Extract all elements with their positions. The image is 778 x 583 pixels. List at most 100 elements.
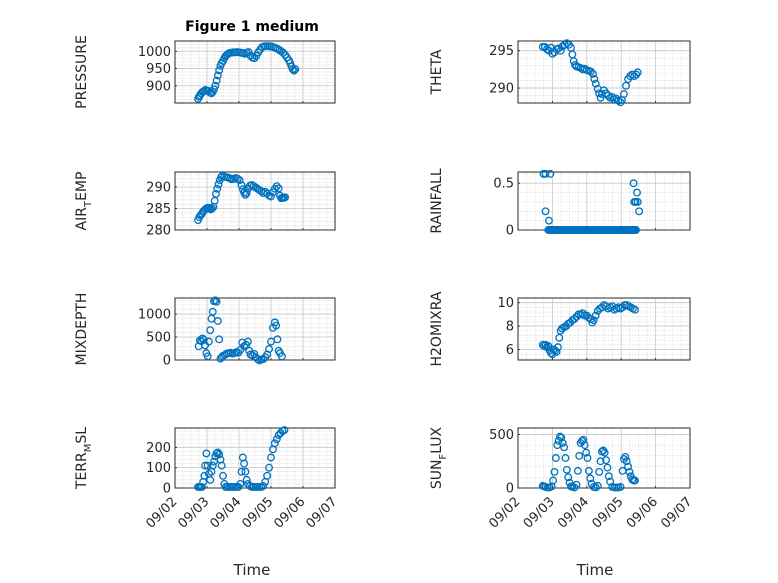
data-point [237, 467, 246, 476]
data-point [265, 345, 274, 353]
data-point [219, 471, 227, 480]
data-point [267, 192, 275, 201]
y-axis-label-main: PRESSURE [74, 35, 90, 109]
data-point [560, 443, 569, 452]
y-tick-label: 0 [163, 482, 171, 497]
x-tick-label: 09/03 [521, 494, 558, 531]
y-axis-label-subscript: M [83, 444, 94, 453]
data-point [263, 471, 272, 480]
data-point [280, 426, 289, 434]
y-axis-label: AIRTEMP [74, 172, 94, 231]
x-tick-label: 09/04 [207, 494, 244, 531]
data-point [591, 311, 600, 320]
y-tick-label: 950 [146, 62, 171, 77]
data-point [235, 176, 244, 185]
data-point [625, 467, 634, 476]
axes-border [517, 297, 691, 361]
y-axis-label-tail: LUX [429, 426, 445, 453]
data-point [272, 321, 281, 330]
y-axis-label-subscript: F [438, 454, 449, 460]
axes-border [517, 40, 691, 104]
data-point [549, 476, 558, 485]
y-axis-label: PRESSURE [74, 35, 90, 109]
panel-rainfall: 0 0.5 RAINFALL [429, 168, 691, 239]
x-tick-label: 09/06 [271, 494, 308, 531]
data-point [586, 474, 595, 483]
data-point [288, 65, 297, 74]
axes-border [174, 40, 336, 104]
y-tick-label: 6 [506, 343, 514, 358]
data-point [558, 439, 567, 447]
panel-pressure: 900 950 1000 PRESSURE [74, 35, 336, 109]
y-axis-label: H2OMIXRA [429, 291, 445, 366]
y-tick-label: 290 [489, 82, 514, 97]
x-tick-label: 09/05 [590, 494, 627, 531]
panel-h2omixra: 6 8 10 H2OMIXRA [429, 291, 691, 367]
y-axis-label-main: SUN [429, 460, 445, 490]
data-point [614, 96, 623, 105]
data-point [595, 467, 604, 476]
y-tick-label: 100 [146, 461, 171, 476]
y-tick-label: 500 [146, 331, 171, 346]
data-point [570, 315, 579, 324]
y-tick-label: 1000 [138, 45, 171, 60]
y-tick-label: 200 [146, 441, 171, 456]
axes-border [517, 427, 691, 489]
data-point [213, 71, 222, 80]
data-point [561, 454, 570, 462]
data-point [562, 39, 571, 48]
data-point [575, 451, 584, 460]
y-axis-label-main: RAINFALL [429, 168, 445, 233]
data-point [244, 337, 252, 346]
data-point [633, 188, 641, 197]
data-point [538, 340, 547, 349]
data-point [562, 465, 571, 474]
y-tick-label: 900 [146, 79, 171, 94]
data-point [212, 189, 220, 198]
x-tick-label: 09/02 [486, 494, 523, 531]
data-point [591, 483, 600, 492]
data-point [215, 66, 224, 75]
panel-air-temp: 280 285 290 AIRTEMP [74, 172, 336, 239]
y-tick-label: 285 [146, 202, 171, 217]
y-tick-label: 0 [506, 482, 514, 497]
y-axis-label: RAINFALL [429, 168, 445, 233]
y-tick-label: 280 [146, 224, 171, 239]
data-point [542, 45, 551, 54]
data-point [550, 467, 559, 476]
panel-theta: 290 295 THETA [429, 39, 691, 107]
x-tick-label: 09/02 [143, 494, 180, 531]
data-point [548, 49, 557, 58]
y-tick-label: 1000 [138, 308, 171, 323]
data-point [589, 69, 597, 78]
data-point [215, 450, 224, 459]
data-point [290, 66, 298, 75]
data-point [602, 89, 611, 98]
data-point [259, 482, 268, 490]
data-point [631, 305, 639, 314]
data-point [208, 307, 217, 316]
data-point [259, 355, 268, 364]
data-point [633, 197, 642, 206]
data-point [207, 89, 216, 98]
data-point [604, 472, 613, 481]
data-point [556, 432, 564, 441]
y-axis-label-main: TERR [74, 452, 90, 490]
y-tick-label: 500 [489, 428, 514, 443]
data-point [544, 342, 553, 350]
data-point [604, 91, 613, 100]
data-point [560, 40, 569, 49]
figure-title: Figure 1 medium [185, 19, 319, 35]
y-tick-label: 290 [146, 181, 171, 196]
data-point [603, 463, 612, 472]
data-point [584, 466, 593, 475]
data-point [208, 461, 217, 470]
data-point [270, 439, 279, 448]
data-point [551, 454, 560, 462]
data-point [214, 180, 223, 189]
y-axis-label-main: H2OMIXRA [429, 291, 445, 366]
data-point [206, 475, 215, 484]
y-tick-label: 8 [506, 320, 514, 335]
